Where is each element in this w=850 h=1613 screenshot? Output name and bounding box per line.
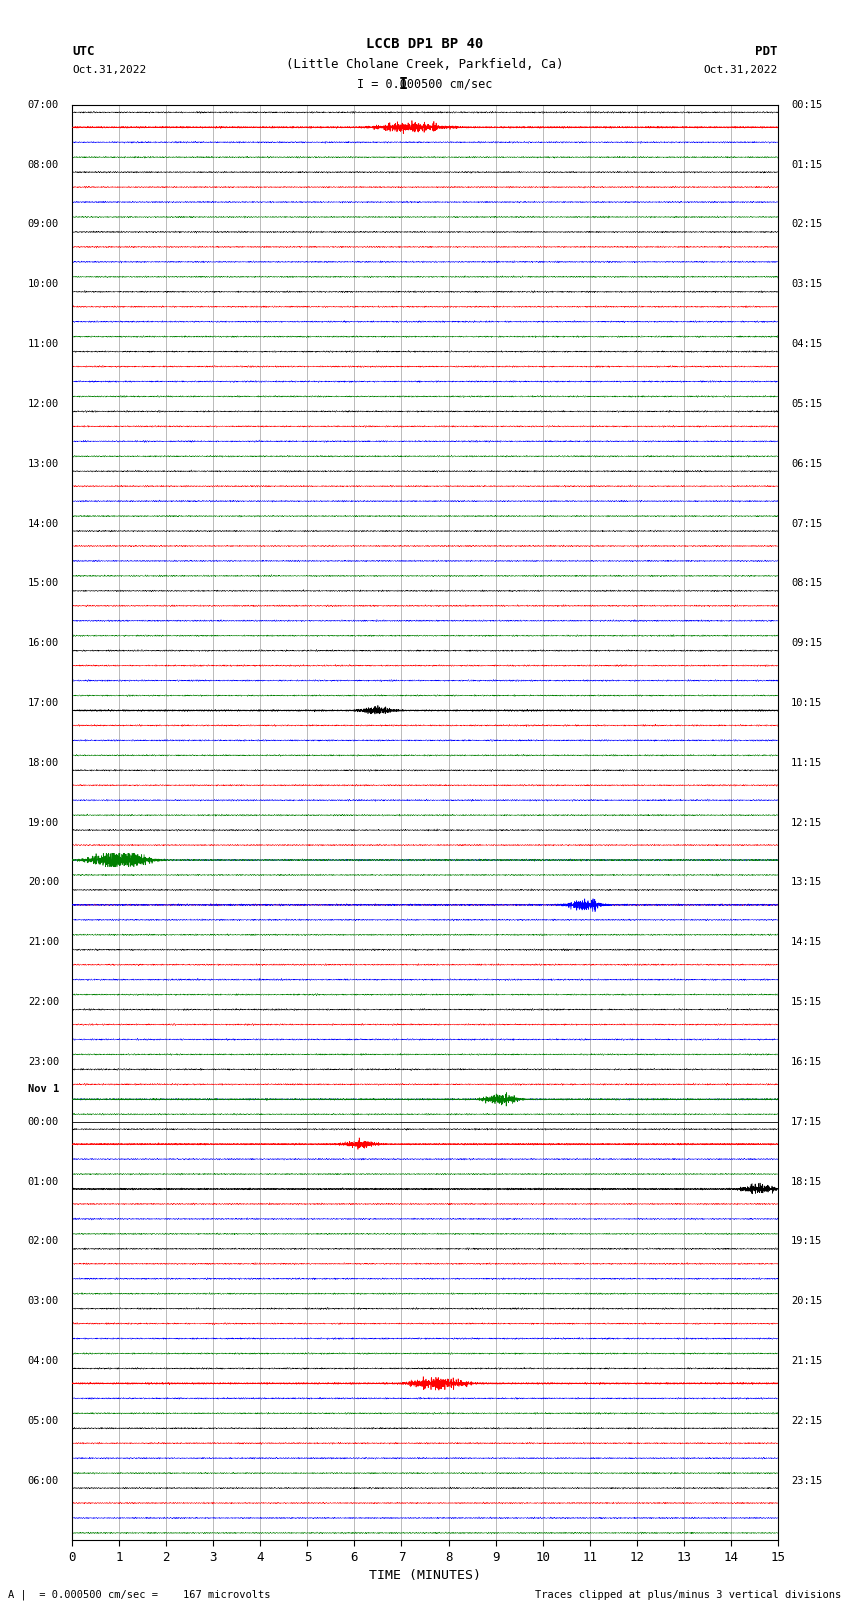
Text: 13:00: 13:00 <box>28 458 60 469</box>
Text: 07:15: 07:15 <box>790 518 822 529</box>
Text: I = 0.000500 cm/sec: I = 0.000500 cm/sec <box>357 77 493 90</box>
Text: 03:15: 03:15 <box>790 279 822 289</box>
Text: 14:15: 14:15 <box>790 937 822 947</box>
Text: 21:15: 21:15 <box>790 1357 822 1366</box>
Text: I: I <box>400 77 408 92</box>
Text: 05:00: 05:00 <box>28 1416 60 1426</box>
Text: 03:00: 03:00 <box>28 1297 60 1307</box>
Text: 10:15: 10:15 <box>790 698 822 708</box>
Text: UTC: UTC <box>72 45 94 58</box>
Text: A |  = 0.000500 cm/sec =    167 microvolts: A | = 0.000500 cm/sec = 167 microvolts <box>8 1589 271 1600</box>
Text: PDT: PDT <box>756 45 778 58</box>
Text: 00:00: 00:00 <box>28 1116 60 1127</box>
Text: 06:15: 06:15 <box>790 458 822 469</box>
Text: 18:15: 18:15 <box>790 1176 822 1187</box>
Text: Oct.31,2022: Oct.31,2022 <box>704 65 778 74</box>
Text: 12:15: 12:15 <box>790 818 822 827</box>
Text: 02:00: 02:00 <box>28 1236 60 1247</box>
Text: 21:00: 21:00 <box>28 937 60 947</box>
Text: 10:00: 10:00 <box>28 279 60 289</box>
Text: 04:15: 04:15 <box>790 339 822 348</box>
Text: Nov 1: Nov 1 <box>28 1084 60 1094</box>
Text: 19:00: 19:00 <box>28 818 60 827</box>
Text: 08:00: 08:00 <box>28 160 60 169</box>
Text: 06:00: 06:00 <box>28 1476 60 1486</box>
Text: 00:15: 00:15 <box>790 100 822 110</box>
Text: 17:00: 17:00 <box>28 698 60 708</box>
Text: 02:15: 02:15 <box>790 219 822 229</box>
Text: 09:00: 09:00 <box>28 219 60 229</box>
Text: 12:00: 12:00 <box>28 398 60 410</box>
Text: 22:15: 22:15 <box>790 1416 822 1426</box>
Text: 18:00: 18:00 <box>28 758 60 768</box>
Text: 01:15: 01:15 <box>790 160 822 169</box>
Text: 11:15: 11:15 <box>790 758 822 768</box>
Text: 17:15: 17:15 <box>790 1116 822 1127</box>
Text: 19:15: 19:15 <box>790 1236 822 1247</box>
Text: 15:15: 15:15 <box>790 997 822 1007</box>
Text: 08:15: 08:15 <box>790 579 822 589</box>
Text: 20:00: 20:00 <box>28 877 60 887</box>
Text: 07:00: 07:00 <box>28 100 60 110</box>
Text: 23:00: 23:00 <box>28 1057 60 1066</box>
Text: 04:00: 04:00 <box>28 1357 60 1366</box>
Text: 22:00: 22:00 <box>28 997 60 1007</box>
Text: 15:00: 15:00 <box>28 579 60 589</box>
Text: LCCB DP1 BP 40: LCCB DP1 BP 40 <box>366 37 484 52</box>
Text: 05:15: 05:15 <box>790 398 822 410</box>
Text: 16:15: 16:15 <box>790 1057 822 1066</box>
Text: Oct.31,2022: Oct.31,2022 <box>72 65 146 74</box>
Text: 23:15: 23:15 <box>790 1476 822 1486</box>
Text: 13:15: 13:15 <box>790 877 822 887</box>
Text: 16:00: 16:00 <box>28 639 60 648</box>
Text: 20:15: 20:15 <box>790 1297 822 1307</box>
Text: 01:00: 01:00 <box>28 1176 60 1187</box>
Text: 14:00: 14:00 <box>28 518 60 529</box>
Text: Traces clipped at plus/minus 3 vertical divisions: Traces clipped at plus/minus 3 vertical … <box>536 1590 842 1600</box>
Text: (Little Cholane Creek, Parkfield, Ca): (Little Cholane Creek, Parkfield, Ca) <box>286 58 564 71</box>
X-axis label: TIME (MINUTES): TIME (MINUTES) <box>369 1569 481 1582</box>
Text: 09:15: 09:15 <box>790 639 822 648</box>
Text: 11:00: 11:00 <box>28 339 60 348</box>
